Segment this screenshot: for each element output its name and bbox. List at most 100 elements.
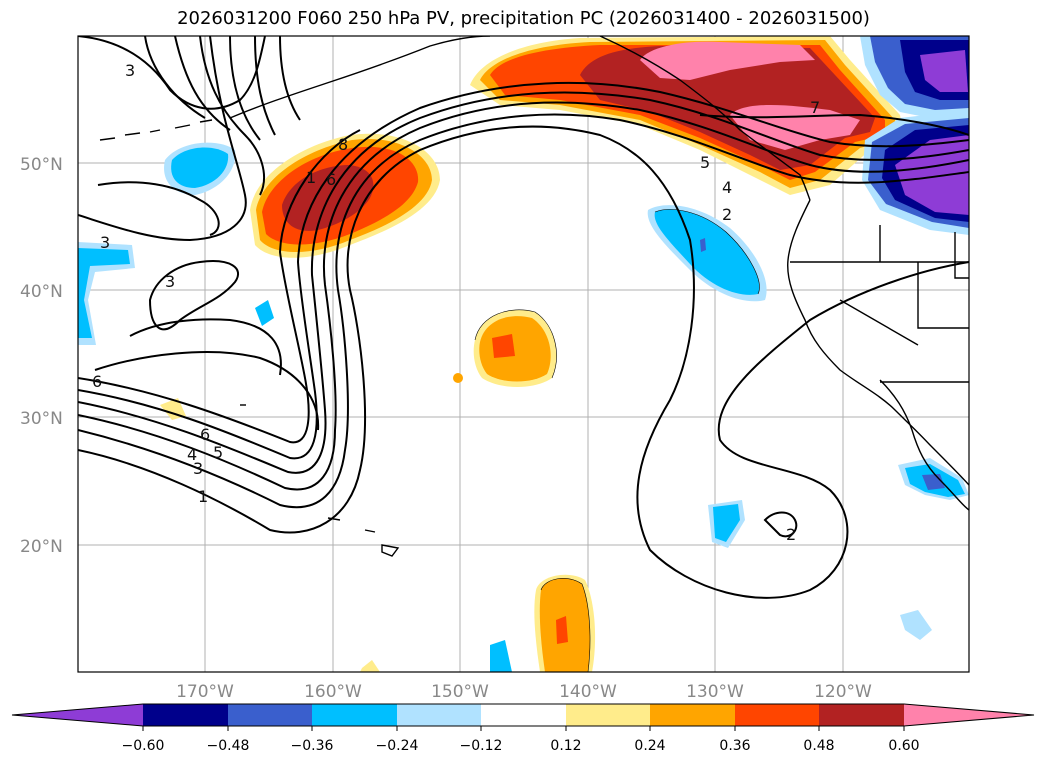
lon-label: 150°W	[431, 682, 489, 702]
colorbar-swatch	[650, 704, 735, 726]
state-border-2	[839, 299, 919, 346]
colorbar-swatch	[12, 704, 143, 726]
lat-label: 30°N	[20, 409, 63, 429]
pv-contour-1	[78, 125, 969, 599]
colorbar-tick-label: −0.36	[291, 738, 334, 754]
lat-label: 40°N	[20, 282, 63, 302]
colorbar-swatch	[735, 704, 819, 726]
colorbar-tick-label: −0.24	[376, 738, 419, 754]
precip-neg-west-2	[78, 242, 135, 345]
pv-contour-7	[78, 36, 266, 110]
colorbar-tick-label: −0.12	[460, 738, 503, 754]
latitude-labels: 50°N 40°N 30°N 20°N	[20, 155, 63, 557]
precip-neg-south-3	[900, 610, 932, 640]
pv-contour-2	[78, 113, 969, 509]
colorbar-tick-label: 0.12	[550, 738, 581, 754]
pv-contour-5	[78, 82, 969, 460]
contour-label: 1	[306, 168, 316, 187]
contour-label: 6	[92, 372, 102, 391]
pv-contour-17	[254, 36, 276, 136]
colorbar-tick-label: −0.60	[122, 738, 165, 754]
longitude-labels: 170°W 160°W 150°W 140°W 130°W 120°W	[176, 682, 872, 702]
contour-label: 6	[326, 170, 336, 189]
map-frame	[77, 35, 970, 673]
precip-neg-east-ocean-spot	[700, 238, 706, 252]
contour-label: 7	[810, 98, 820, 117]
pv-contour-6	[78, 129, 361, 444]
pv-contour-18	[279, 36, 301, 121]
state-border-1	[917, 262, 969, 329]
pv-contour-10	[148, 260, 240, 331]
precip-band-alaska-pink1	[640, 41, 815, 80]
coast-alaska-peninsula	[229, 36, 491, 119]
precip-neg-south-1-core	[713, 504, 740, 542]
colorbar-tick-label: 0.24	[634, 738, 665, 754]
precip-blob-central-red	[492, 334, 515, 358]
contour-label: 6	[200, 425, 210, 444]
pv-contour-8	[78, 36, 247, 242]
precip-blob-south-red	[556, 616, 568, 644]
precip-outlines	[474, 209, 760, 672]
contour-label: 5	[700, 153, 710, 172]
colorbar-tick-label: 0.36	[719, 738, 750, 754]
precip-positive-shading	[160, 36, 905, 672]
map-title: 2026031200 F060 250 hPa PV, precipitatio…	[177, 8, 870, 29]
lon-label: 140°W	[559, 682, 617, 702]
colorbar-tick-label: 0.48	[803, 738, 834, 754]
colorbar: −0.60 −0.48 −0.36 −0.24 −0.12 0.12 0.24 …	[11, 703, 1035, 754]
contour-labels: 3 8 1 6 5 4 2 7 3 3 6 6 5 4 3 1 2	[92, 61, 820, 544]
contour-label: 3	[100, 233, 110, 252]
pv-contour-9	[97, 181, 220, 236]
precip-neg-ne-top-purple	[920, 50, 968, 92]
pv-contours	[78, 36, 969, 599]
lat-label: 50°N	[20, 155, 63, 175]
pv-contour-12	[94, 351, 320, 431]
colorbar-swatch	[904, 704, 1034, 726]
precip-spot-3	[453, 373, 463, 383]
contour-label: 4	[187, 445, 197, 464]
pv-contour-15	[199, 36, 265, 196]
colorbar-tick-label: 0.60	[888, 738, 919, 754]
lon-label: 170°W	[176, 682, 234, 702]
contour-label: 1	[198, 487, 208, 506]
contour-label: 8	[338, 135, 348, 154]
contour-label: 3	[165, 272, 175, 291]
pv-contour-19	[763, 511, 798, 538]
coastlines	[99, 36, 969, 557]
coast-aleutians-1	[99, 119, 213, 141]
colorbar-swatch	[481, 704, 566, 726]
precip-neg-ne-mid-purple	[895, 135, 969, 215]
coast-alaska-gulf	[599, 36, 811, 201]
pv-contour-3	[78, 101, 969, 491]
colorbar-swatch	[566, 704, 650, 726]
contour-label: 3	[193, 459, 203, 478]
pv-contour-20	[699, 113, 969, 136]
lat-label: 20°N	[20, 537, 63, 557]
contour-label: 4	[722, 178, 732, 197]
pv-contour-16	[229, 36, 261, 141]
coast-bc-us	[787, 199, 969, 486]
contour-label: 5	[213, 443, 223, 462]
pv-contour-14	[174, 36, 231, 131]
precip-neg-east-ocean-core	[654, 209, 760, 295]
pv-contour-11	[129, 318, 282, 376]
colorbar-swatch	[143, 704, 228, 726]
pv-contour-4	[78, 91, 969, 474]
precip-neg-west-3	[255, 300, 274, 326]
precip-blob-central-orange	[479, 316, 551, 382]
pv-contour-13	[144, 36, 206, 119]
colorbar-swatch	[819, 704, 904, 726]
precip-negative-shading	[78, 36, 969, 672]
hawaii	[327, 517, 400, 557]
colorbar-swatch	[312, 704, 397, 726]
colorbar-swatch	[228, 704, 312, 726]
lon-label: 160°W	[304, 682, 362, 702]
precip-neg-south-2	[490, 640, 512, 672]
precip-spot-2	[360, 660, 380, 672]
contour-label: 2	[786, 525, 796, 544]
contour-label: 3	[125, 61, 135, 80]
state-border-3	[879, 225, 969, 279]
coast-baja	[879, 379, 969, 511]
precip-neg-west-2-core	[78, 248, 130, 338]
